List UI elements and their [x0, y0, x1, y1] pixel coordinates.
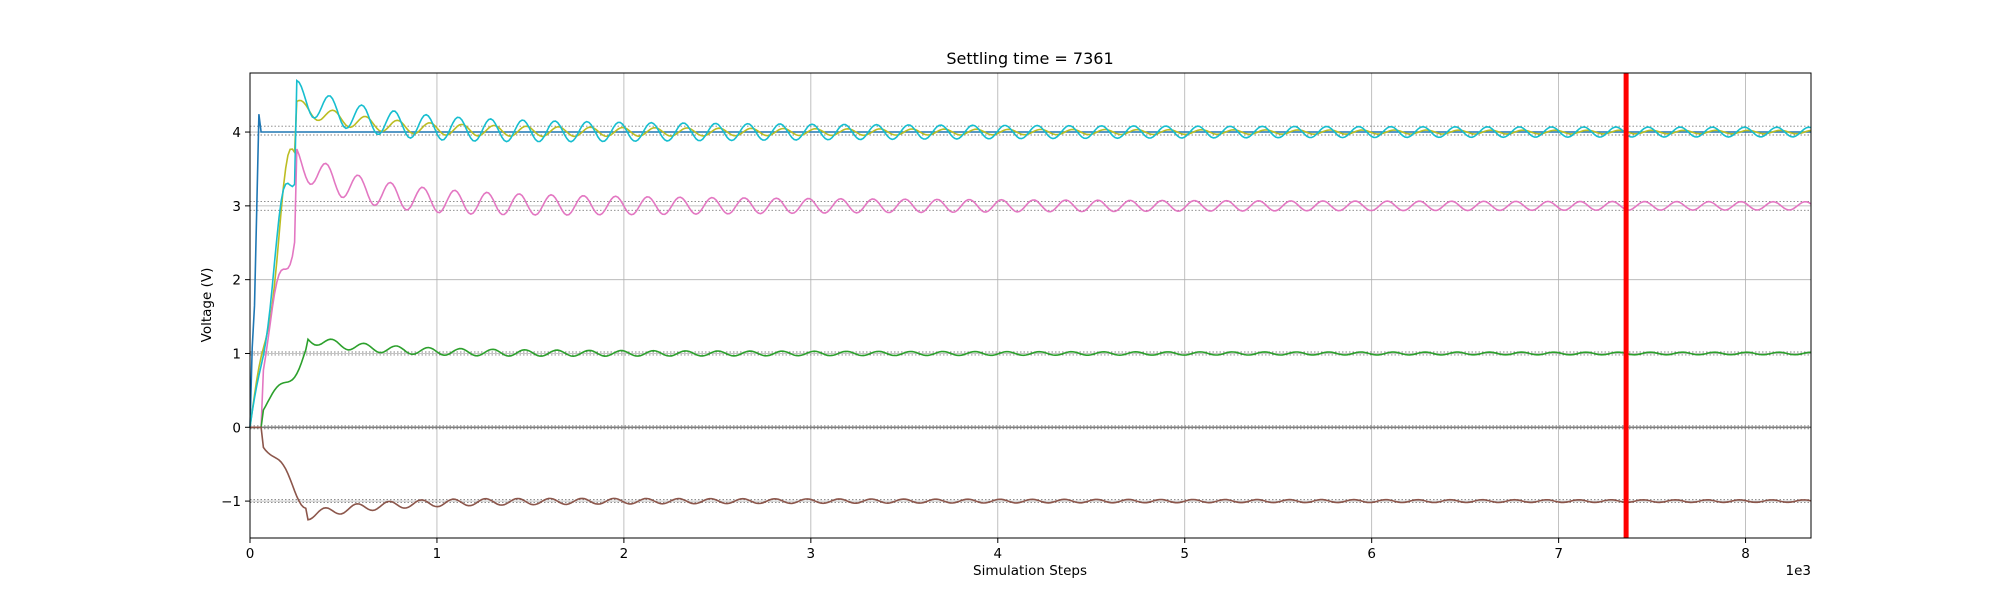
plot-frame	[249, 72, 1812, 539]
x-tick-label: 8	[1741, 546, 1750, 562]
x-tick-label: 1	[433, 546, 442, 562]
series-line	[249, 79, 1812, 428]
tick-layer: 0 1 2 3 4 5 6 7 8 −1 0 1 2 3 4	[221, 125, 1750, 562]
x-tick-label: 2	[620, 546, 629, 562]
y-tick-label: 2	[232, 273, 241, 289]
x-axis-label: Simulation Steps	[973, 563, 1087, 579]
series-line	[250, 426, 1812, 521]
y-tick-label: 0	[232, 420, 241, 436]
x-tick-label: 6	[1367, 546, 1376, 562]
x-tick-label: 4	[993, 546, 1002, 562]
y-tick-label: −1	[221, 494, 241, 510]
x-tick-label: 7	[1554, 546, 1563, 562]
series-line	[250, 337, 1812, 429]
series-layer	[249, 79, 1812, 521]
series-line	[249, 114, 1811, 428]
x-tick-label: 0	[246, 546, 255, 562]
x-tick-label: 5	[1180, 546, 1189, 562]
y-tick-label: 3	[232, 199, 241, 215]
grid-layer	[249, 73, 1811, 538]
series-line	[250, 148, 1812, 429]
y-tick-label: 1	[232, 346, 241, 362]
series-line	[249, 99, 1812, 428]
x-offset-label: 1e3	[1786, 563, 1811, 579]
y-axis-label: Voltage (V)	[199, 268, 215, 343]
tolerance-bands	[250, 125, 1811, 504]
x-tick-label: 3	[807, 546, 816, 562]
y-tick-label: 4	[232, 125, 241, 141]
chart-title: Settling time = 7361	[946, 49, 1113, 68]
